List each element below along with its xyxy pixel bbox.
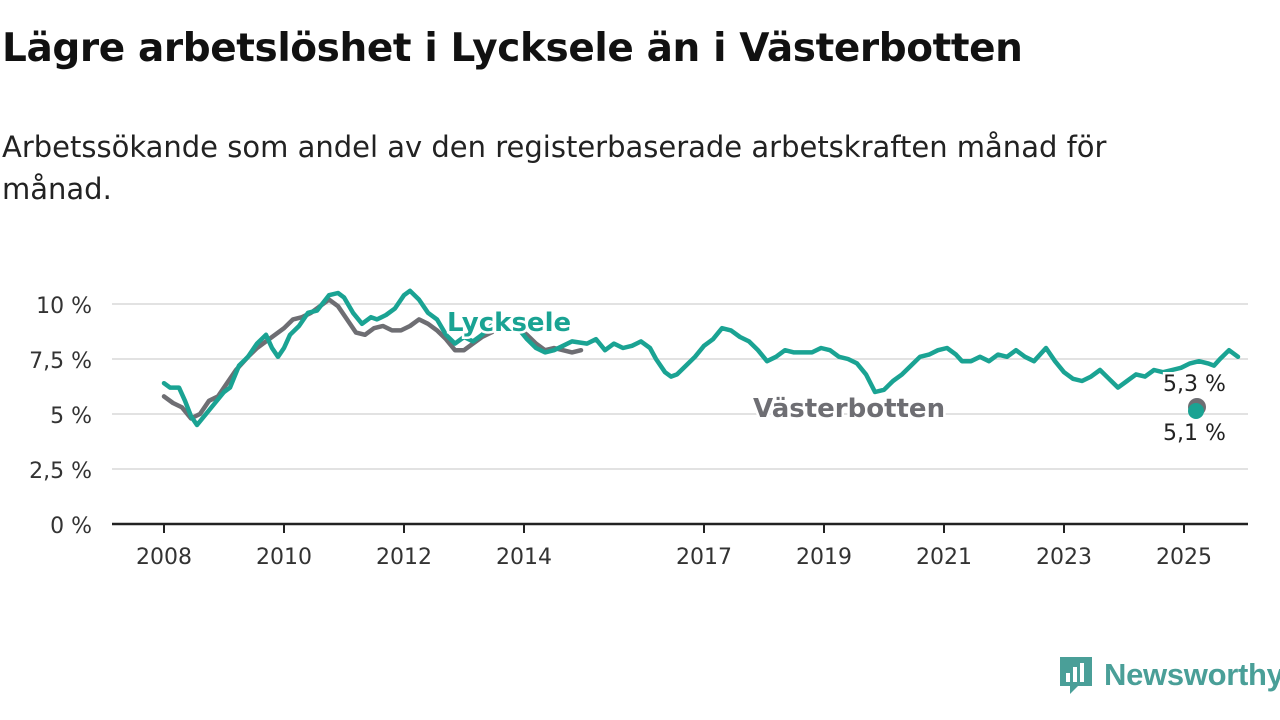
y-tick-label: 10 % — [36, 294, 92, 319]
series-lines — [161, 288, 1241, 428]
y-tick-label: 0 % — [50, 514, 92, 539]
x-tick-label: 2023 — [1036, 545, 1092, 570]
x-tick-label: 2010 — [256, 545, 312, 570]
x-tick-label: 2021 — [916, 545, 972, 570]
x-tick-label: 2014 — [496, 545, 552, 570]
series-line-lycksele — [161, 288, 1241, 428]
chart-title: Lägre arbetslöshet i Lycksele än i Väste… — [2, 26, 1023, 71]
y-tick-label: 5 % — [50, 404, 92, 429]
x-tick-label: 2017 — [676, 545, 732, 570]
brand-name: Newsworthy — [1104, 657, 1280, 692]
end-markers — [1188, 398, 1206, 419]
y-tick-label: 7,5 % — [29, 349, 92, 374]
series-labels: Lycksele Västerbotten 5,3 % 5,1 % — [445, 306, 1229, 449]
x-tick-label: 2019 — [796, 545, 852, 570]
series-label-lycksele: Lycksele — [447, 308, 571, 338]
series-label-vasterbotten: Västerbotten — [753, 394, 945, 424]
y-axis-tick-labels: 0 % 2,5 % 5 % 7,5 % 10 % — [29, 294, 92, 539]
y-tick-label: 2,5 % — [29, 459, 92, 484]
x-tick-label: 2012 — [376, 545, 432, 570]
end-label-lycksele: 5,3 % — [1163, 372, 1226, 397]
newsworthy-logo: Newsworthy — [1058, 654, 1280, 696]
y-gridlines — [112, 303, 1248, 470]
newsworthy-logo-icon — [1060, 657, 1092, 694]
x-tick-label: 2025 — [1156, 545, 1212, 570]
chart-subtitle: Arbetssökande som andel av den registerb… — [2, 130, 1107, 206]
end-label-vasterbotten: 5,1 % — [1163, 421, 1226, 446]
end-marker-lycksele — [1188, 403, 1204, 419]
x-axis: 2008 2010 2012 2014 2017 2019 2021 2023 2025 — [112, 522, 1248, 570]
x-tick-label: 2008 — [136, 545, 192, 570]
